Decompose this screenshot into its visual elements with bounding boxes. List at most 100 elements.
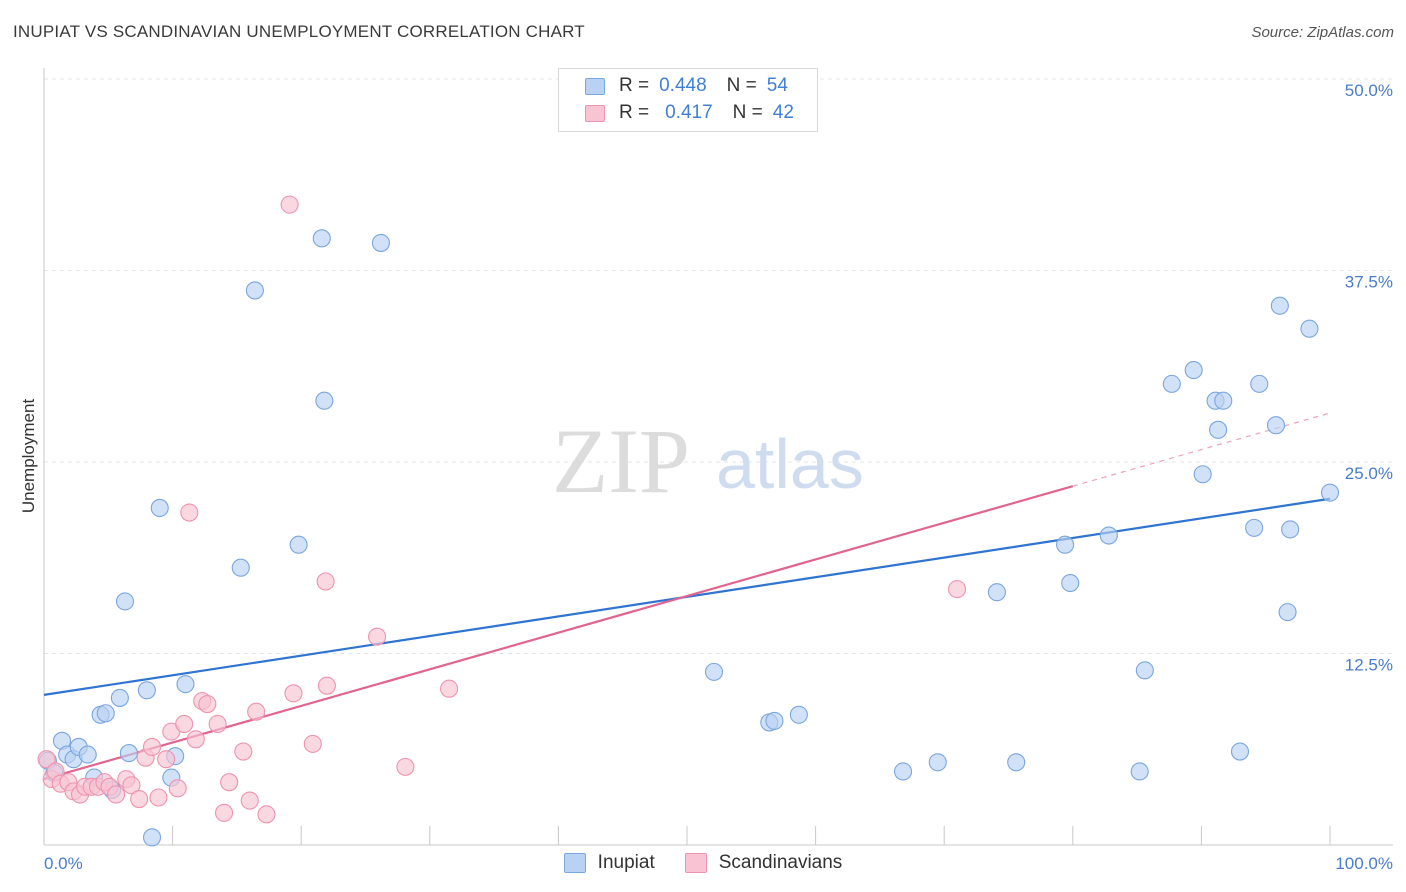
inupiat-point (1230, 742, 1250, 761)
legend-row-scandinavians: R = 0.417 N = 42 (585, 102, 794, 124)
inupiat-point (78, 745, 97, 764)
legend-r-value: 0.417 (665, 102, 713, 123)
scandinavian-point (257, 805, 276, 824)
inupiat-point (1135, 661, 1154, 680)
x-tick-label: 0.0% (44, 854, 83, 873)
y-tick-label: 50.0% (1345, 81, 1393, 100)
scandinavian-point (180, 503, 199, 522)
scandinavian-point (186, 730, 205, 749)
legend-swatch-blue (585, 77, 605, 95)
legend-n-label: N = (732, 102, 763, 123)
inupiat-point (371, 233, 390, 252)
legend-row-inupiat: R = 0.448 N = 54 (585, 75, 788, 97)
legend-swatch-scandinavians (684, 853, 707, 873)
inupiat-point (289, 535, 308, 554)
legend-n-label: N = (726, 75, 757, 96)
y-tick-label: 37.5% (1345, 273, 1393, 292)
scandinavian-point (317, 676, 336, 695)
watermark-zip: ZIP (552, 410, 690, 512)
legend-label-scandinavians: Scandinavians (718, 852, 843, 873)
inupiat-point (1250, 374, 1269, 393)
scandinavian-point (316, 572, 335, 591)
inupiat-point (176, 675, 195, 694)
scandinavian-point (149, 788, 168, 807)
y-tick-label: 12.5% (1345, 656, 1393, 675)
inupiat-point (1193, 465, 1212, 484)
scandinavian-point (157, 750, 176, 769)
inupiat-point (1056, 535, 1075, 554)
inupiat-point (142, 828, 162, 847)
scandinavian-point (106, 785, 126, 804)
scandinavian-point (303, 734, 322, 753)
inupiat-point (893, 762, 913, 781)
scandinavian-point (234, 742, 253, 761)
scandinavian-point (37, 750, 56, 769)
scandinavian-point (168, 779, 187, 798)
inupiat-point (231, 558, 250, 577)
inupiat-point (1209, 420, 1228, 439)
scandinavian-point (208, 714, 227, 734)
inupiat-point (987, 583, 1006, 602)
inupiat-point (1278, 603, 1297, 622)
inupiat-point (245, 281, 264, 300)
legend-r-label: R = (619, 75, 650, 96)
scandinavian-point (247, 702, 266, 721)
inupiat-point (96, 704, 115, 723)
inupiat-point (1214, 391, 1233, 410)
inupiat-point (789, 705, 808, 724)
x-tick-label: 100.0% (1335, 854, 1393, 873)
scandinavian-point (396, 757, 415, 776)
inupiat-point (765, 711, 784, 730)
y-axis-title: Unemployment (19, 399, 38, 514)
inupiat-point (119, 744, 138, 763)
inupiat-point (1270, 296, 1289, 315)
data-points (37, 195, 1340, 847)
scandinavian-point (122, 776, 141, 795)
scandinavian-point (214, 803, 234, 822)
y-tick-label: 25.0% (1345, 464, 1393, 483)
scandinavian-point (440, 679, 459, 698)
scandinavian-point (240, 791, 259, 810)
inupiat-point (1061, 573, 1080, 593)
scandinavian-point (142, 737, 162, 757)
inupiat-point (312, 229, 331, 248)
inupiat-point (1130, 762, 1149, 781)
scandinavian-point (175, 714, 194, 734)
inupiat-point (1245, 518, 1264, 537)
scandinavian-point (130, 789, 149, 809)
scandinavian-point (220, 773, 239, 792)
chart-title: INUPIAT VS SCANDINAVIAN UNEMPLOYMENT COR… (13, 22, 585, 41)
inupiat-point (137, 681, 156, 700)
scandinavian-point (284, 684, 303, 703)
source-credit: Source: ZipAtlas.com (1251, 24, 1394, 41)
legend-item-scandinavians[interactable]: Scandinavians (684, 852, 843, 874)
legend-item-inupiat[interactable]: Inupiat (563, 852, 655, 874)
correlation-legend: R = 0.448 N = 54 R = 0.417 N = 42 (558, 68, 818, 132)
legend-label-inupiat: Inupiat (597, 852, 655, 873)
scandinavian-trend-line-extension (1072, 412, 1331, 487)
inupiat-point (1281, 520, 1300, 539)
inupiat-point (1162, 374, 1181, 393)
legend-r-value: 0.448 (659, 75, 707, 96)
watermark-atlas: atlas (716, 425, 864, 503)
x-ticks (43, 826, 1331, 845)
legend-r-label: R = (619, 102, 650, 123)
inupiat-point (115, 592, 135, 611)
inupiat-point (1300, 319, 1319, 338)
inupiat-point (150, 498, 169, 518)
inupiat-point (1007, 753, 1026, 772)
inupiat-point (110, 688, 129, 707)
inupiat-point (1099, 526, 1118, 545)
inupiat-point (1320, 483, 1340, 502)
scandinavian-point (948, 580, 967, 599)
scandinavian-point (368, 627, 387, 646)
inupiat-point (1184, 361, 1203, 380)
inupiat-point (928, 753, 947, 772)
inupiat-point (1266, 416, 1286, 435)
axes (43, 68, 1393, 846)
legend-swatch-inupiat (563, 853, 586, 873)
watermark: ZIP atlas (552, 410, 864, 512)
y-tick-labels: 12.5% 25.0% 37.5% 50.0% (1345, 81, 1393, 675)
legend-n-value: 42 (772, 102, 794, 123)
